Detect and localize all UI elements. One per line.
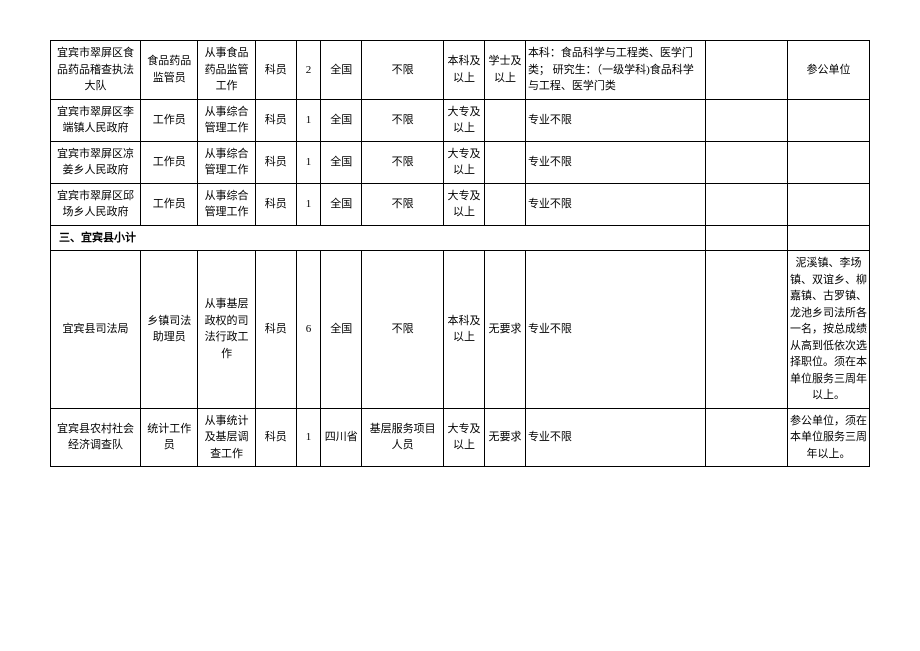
cell-area: 全国 <box>321 251 362 409</box>
cell-edu: 大专及以上 <box>444 99 485 141</box>
recruitment-table: 宜宾市翠屏区食品药品稽查执法大队食品药品监管员从事食品药品监管工作科员2全国不限… <box>50 40 870 467</box>
cell-level: 科员 <box>255 99 296 141</box>
cell-note: 泥溪镇、李场镇、双谊乡、柳嘉镇、古罗镇、龙池乡司法所各一名，按总成绩从高到低依次… <box>788 251 870 409</box>
cell-degree <box>485 99 526 141</box>
cell-edu: 本科及以上 <box>444 251 485 409</box>
cell-scope: 不限 <box>362 183 444 225</box>
cell-org: 宜宾市翠屏区食品药品稽查执法大队 <box>51 41 141 100</box>
cell-level: 科员 <box>255 408 296 467</box>
cell-org: 宜宾市翠屏区邱场乡人民政府 <box>51 183 141 225</box>
cell-level: 科员 <box>255 141 296 183</box>
cell-other <box>706 41 788 100</box>
subtotal-label: 三、宜宾县小计 <box>51 225 706 251</box>
cell-position: 食品药品监管员 <box>141 41 198 100</box>
cell-count: 1 <box>296 183 321 225</box>
cell-major: 本科：食品科学与工程类、医学门类； 研究生：（一级学科)食品科学与工程、医学门类 <box>525 41 705 100</box>
cell-position: 统计工作员 <box>141 408 198 467</box>
cell-major: 专业不限 <box>525 99 705 141</box>
cell-count: 1 <box>296 141 321 183</box>
cell-level: 科员 <box>255 251 296 409</box>
cell-other <box>706 99 788 141</box>
cell-org: 宜宾市翠屏区李端镇人民政府 <box>51 99 141 141</box>
cell-area: 全国 <box>321 99 362 141</box>
cell-level: 科员 <box>255 41 296 100</box>
cell-other <box>706 183 788 225</box>
cell-duty: 从事统计及基层调查工作 <box>198 408 255 467</box>
cell-count: 6 <box>296 251 321 409</box>
cell-degree: 无要求 <box>485 251 526 409</box>
cell-count: 2 <box>296 41 321 100</box>
cell-edu: 大专及以上 <box>444 183 485 225</box>
cell-count: 1 <box>296 408 321 467</box>
cell-note <box>788 141 870 183</box>
cell-duty: 从事食品药品监管工作 <box>198 41 255 100</box>
cell-area: 四川省 <box>321 408 362 467</box>
cell-major: 专业不限 <box>525 141 705 183</box>
cell-note: 参公单位，须在本单位服务三周年以上。 <box>788 408 870 467</box>
cell-scope: 不限 <box>362 251 444 409</box>
subtotal-empty <box>788 225 870 251</box>
cell-position: 工作员 <box>141 99 198 141</box>
subtotal-empty <box>706 225 788 251</box>
cell-count: 1 <box>296 99 321 141</box>
cell-org: 宜宾县司法局 <box>51 251 141 409</box>
cell-duty: 从事综合管理工作 <box>198 141 255 183</box>
cell-position: 工作员 <box>141 141 198 183</box>
cell-scope: 不限 <box>362 99 444 141</box>
cell-note: 参公单位 <box>788 41 870 100</box>
cell-major: 专业不限 <box>525 251 705 409</box>
cell-position: 工作员 <box>141 183 198 225</box>
cell-note <box>788 99 870 141</box>
cell-major: 专业不限 <box>525 183 705 225</box>
cell-area: 全国 <box>321 41 362 100</box>
cell-other <box>706 251 788 409</box>
cell-degree: 学士及以上 <box>485 41 526 100</box>
cell-scope: 不限 <box>362 41 444 100</box>
cell-duty: 从事基层政权的司法行政工作 <box>198 251 255 409</box>
cell-edu: 本科及以上 <box>444 41 485 100</box>
cell-area: 全国 <box>321 141 362 183</box>
cell-scope: 不限 <box>362 141 444 183</box>
cell-duty: 从事综合管理工作 <box>198 99 255 141</box>
cell-duty: 从事综合管理工作 <box>198 183 255 225</box>
cell-edu: 大专及以上 <box>444 408 485 467</box>
cell-edu: 大专及以上 <box>444 141 485 183</box>
cell-area: 全国 <box>321 183 362 225</box>
cell-scope: 基层服务项目人员 <box>362 408 444 467</box>
cell-degree: 无要求 <box>485 408 526 467</box>
cell-major: 专业不限 <box>525 408 705 467</box>
cell-other <box>706 141 788 183</box>
cell-level: 科员 <box>255 183 296 225</box>
cell-org: 宜宾市翠屏区凉姜乡人民政府 <box>51 141 141 183</box>
cell-degree <box>485 183 526 225</box>
cell-note <box>788 183 870 225</box>
cell-org: 宜宾县农村社会经济调查队 <box>51 408 141 467</box>
cell-degree <box>485 141 526 183</box>
cell-position: 乡镇司法助理员 <box>141 251 198 409</box>
cell-other <box>706 408 788 467</box>
